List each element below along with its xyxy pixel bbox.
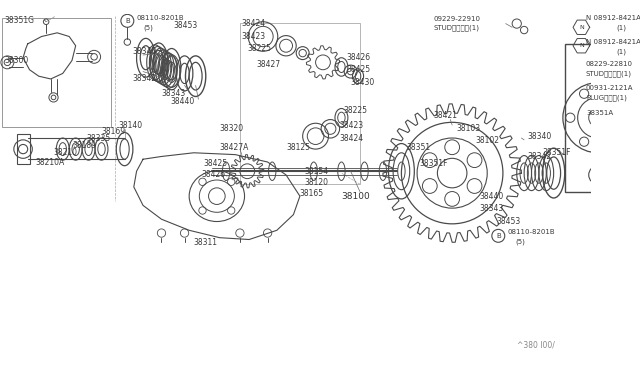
Text: 38426: 38426 [201,170,225,179]
Text: 38340: 38340 [528,132,552,141]
Text: 38343: 38343 [480,203,504,213]
Text: 38423: 38423 [242,32,266,41]
Text: 38103: 38103 [457,124,481,133]
Text: 38424: 38424 [242,19,266,28]
Text: 38342: 38342 [132,74,156,83]
Text: STUDスタッド(1): STUDスタッド(1) [434,24,480,31]
Text: (5): (5) [515,238,525,245]
Text: 38125: 38125 [286,143,310,152]
Text: 38165: 38165 [300,189,324,198]
Bar [564,44,631,192]
Text: 38453: 38453 [173,21,198,30]
Text: B: B [125,18,130,24]
Text: 38154: 38154 [305,167,329,176]
Text: 08229-22810: 08229-22810 [586,61,633,67]
Text: 38351G: 38351G [4,16,35,25]
Text: 38430: 38430 [351,78,375,87]
Text: 38225: 38225 [343,106,367,115]
Text: 38300: 38300 [4,56,29,65]
Text: 38351F: 38351F [543,148,571,157]
Text: 38427: 38427 [257,60,281,69]
Bar [17,134,31,164]
Text: N 08912-8421A: N 08912-8421A [586,15,640,21]
Text: 38421: 38421 [434,111,458,121]
Text: B: B [496,233,500,239]
Text: 38351: 38351 [406,143,430,152]
Text: 38320: 38320 [220,124,244,133]
Text: 38453: 38453 [497,217,521,225]
Text: 38311: 38311 [194,238,218,247]
Text: 08110-8201B: 08110-8201B [136,15,184,21]
Text: 00931-2121A: 00931-2121A [586,85,634,91]
Text: 38343: 38343 [161,89,186,98]
Text: 09229-22910: 09229-22910 [434,16,481,22]
Text: N 08912-8421A: N 08912-8421A [586,39,640,45]
Text: ^380 I00/: ^380 I00/ [516,340,555,349]
Text: 38440: 38440 [171,97,195,106]
Text: 38102: 38102 [476,136,499,145]
Text: 38210A: 38210A [35,157,64,167]
Text: 38120: 38120 [305,178,328,187]
Text: 38189: 38189 [72,141,96,150]
Text: 08110-8201B: 08110-8201B [508,229,555,235]
Text: 38210: 38210 [54,148,77,157]
Text: 38169: 38169 [102,127,125,136]
Text: 38225: 38225 [247,44,271,53]
Text: PLUGプラグ(1): PLUGプラグ(1) [586,94,627,101]
Text: STUDスタッド(1): STUDスタッド(1) [586,70,632,77]
Text: 38425: 38425 [346,65,370,74]
Text: 38342: 38342 [528,152,552,161]
Text: 38100: 38100 [341,192,370,201]
Text: (5): (5) [143,24,153,31]
Text: (1): (1) [616,24,627,31]
Text: 38427A: 38427A [220,143,249,152]
Text: 38423: 38423 [340,121,364,129]
Text: 38340: 38340 [132,47,156,56]
Text: 38140: 38140 [118,121,142,129]
Text: 38351A: 38351A [586,110,613,116]
Text: (1): (1) [616,48,627,55]
Text: 38424: 38424 [340,134,364,142]
Text: 38351F: 38351F [420,159,449,169]
Bar [240,23,360,184]
Text: 38335: 38335 [87,134,111,142]
Text: N: N [579,43,584,48]
Text: 38426: 38426 [346,53,370,62]
Bar [2,18,111,127]
Text: 38440: 38440 [480,192,504,201]
Text: 38425: 38425 [203,159,227,169]
Text: N: N [579,25,584,30]
